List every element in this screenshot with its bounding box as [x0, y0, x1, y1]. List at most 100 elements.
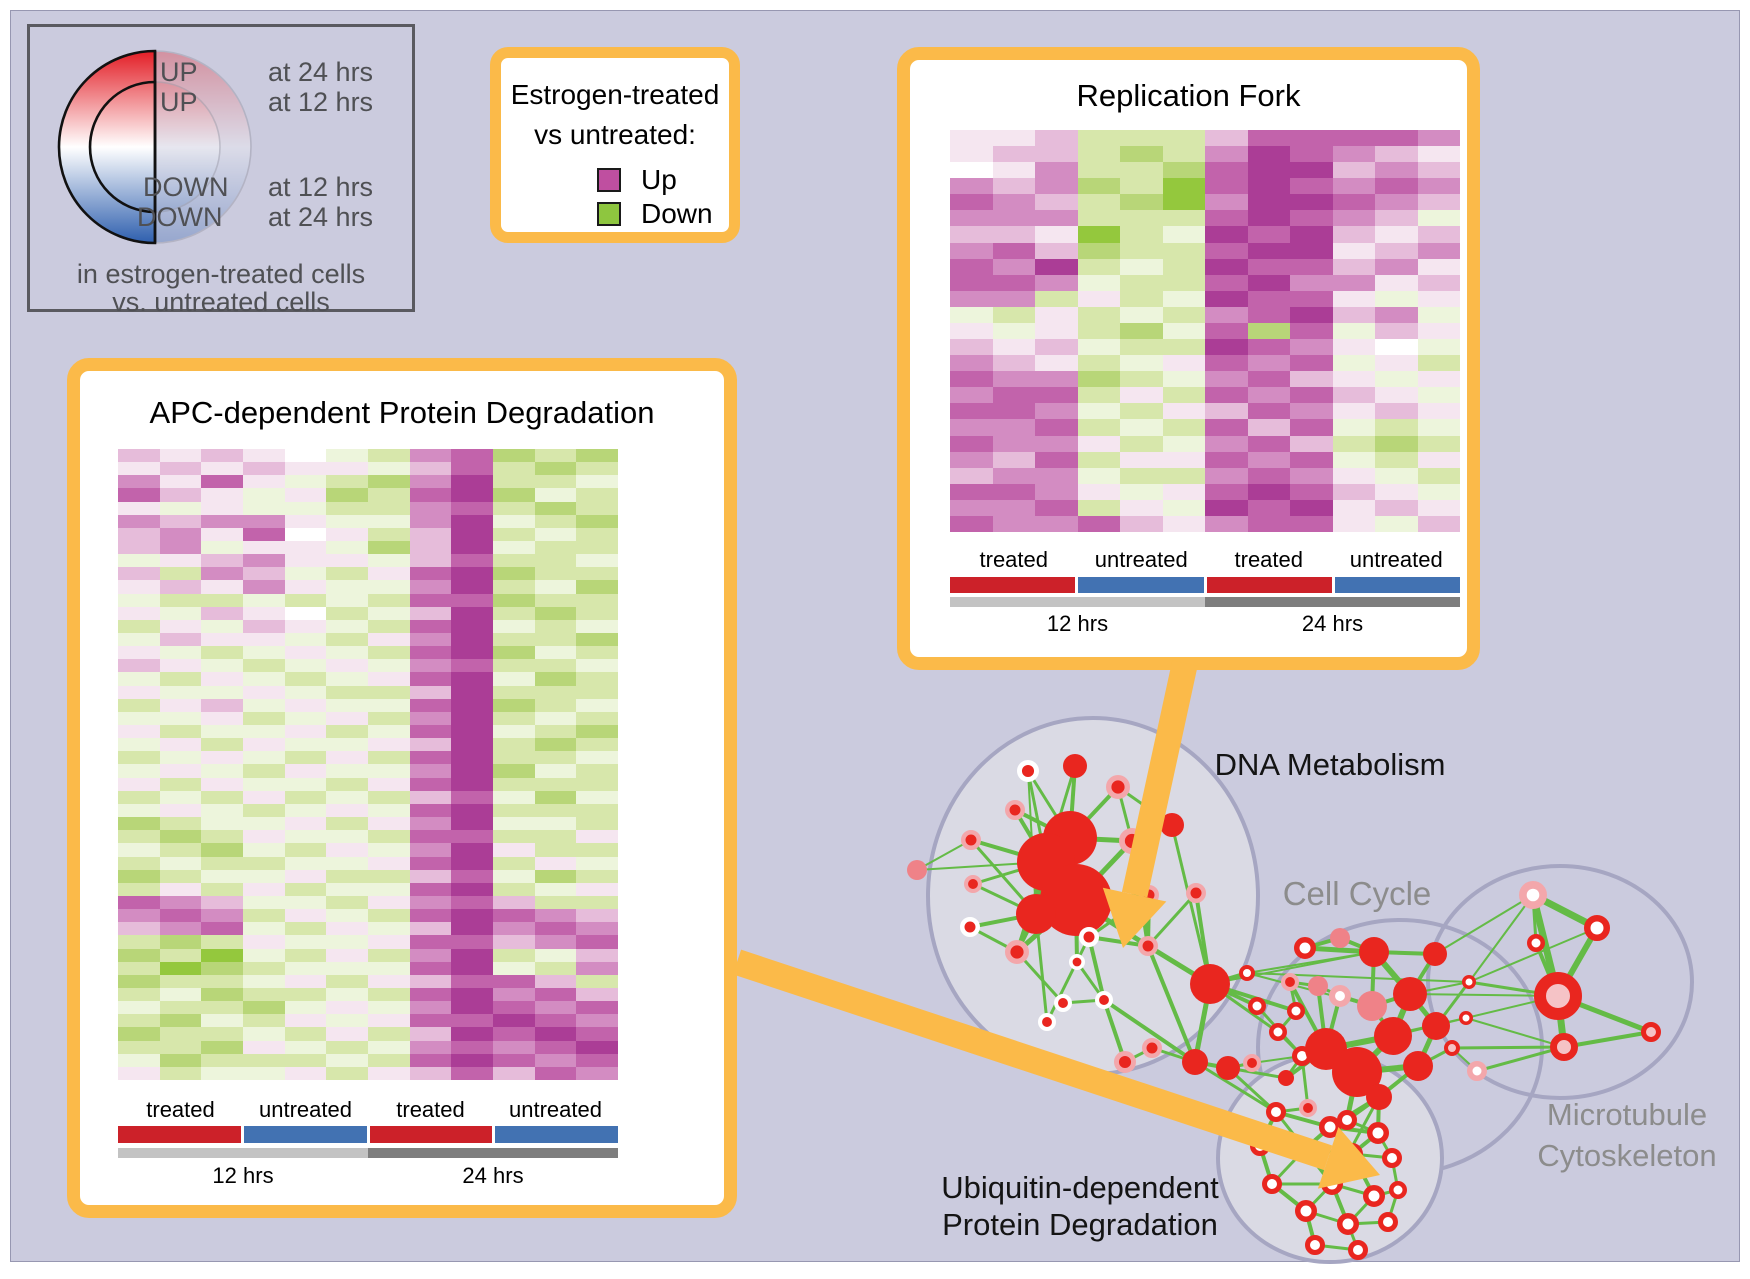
heatmap-cell: [950, 419, 993, 436]
heatmap-cell: [534, 1053, 577, 1067]
heatmap-cell: [1417, 306, 1460, 323]
ubiquitin-degradation-label: Ubiquitin-dependent Protein Degradation: [941, 1169, 1219, 1243]
heatmap-cell: [950, 194, 993, 211]
heatmap-cell: [326, 685, 368, 699]
heatmap-cell: [243, 830, 285, 844]
microtubule-line-1: Microtubule: [1546, 1097, 1708, 1132]
heatmap-cell: [451, 475, 493, 489]
heatmap-cell: [534, 646, 577, 660]
heatmap-cell: [534, 935, 577, 949]
heatmap-cell: [326, 580, 368, 594]
heatmap-cell: [368, 711, 410, 726]
heatmap-cell: [326, 725, 368, 739]
heatmap-cell: [1077, 290, 1120, 307]
heatmap-cell: [201, 909, 243, 923]
heatmap-cell: [1332, 403, 1375, 420]
up-color-swatch: [597, 168, 621, 192]
heatmap-cell: [284, 633, 327, 647]
ring-down-inner-label: DOWN: [143, 172, 229, 202]
heatmap-cell: [1332, 355, 1375, 372]
heatmap-cell: [201, 593, 243, 607]
heatmap-cell: [118, 554, 160, 568]
time-label: 24 hrs: [1301, 611, 1364, 636]
heatmap-cell: [576, 948, 618, 962]
heatmap-cell: [534, 475, 577, 489]
heatmap-cell: [1077, 355, 1120, 372]
ubiquitin-line-2: Protein Degradation: [942, 1207, 1218, 1242]
heatmap-cell: [243, 935, 285, 949]
condition-bar: [369, 1126, 493, 1143]
heatmap-cell: [284, 803, 327, 818]
group-label: untreated: [1349, 547, 1443, 572]
heatmap-cell: [534, 830, 577, 844]
heatmap-cell: [1247, 146, 1290, 163]
heatmap-cell: [1205, 258, 1248, 275]
heatmap-cell: [493, 567, 535, 581]
replication-fork-title: Replication Fork: [1076, 78, 1301, 113]
heatmap-cell: [576, 961, 618, 975]
heatmap-cell: [576, 527, 618, 542]
heatmap-cell: [534, 1014, 577, 1028]
heatmap-cell: [451, 514, 493, 528]
heatmap-cell: [159, 843, 202, 857]
heatmap-cell: [1417, 210, 1460, 227]
heatmap-cell: [576, 922, 618, 936]
heatmap-cell: [159, 935, 202, 949]
heatmap-cell: [159, 974, 202, 988]
heatmap-cell: [159, 817, 202, 831]
heatmap-cell: [243, 777, 285, 791]
heatmap-cell: [1247, 178, 1290, 195]
heatmap-cell: [1332, 387, 1375, 404]
time-bar: [368, 1148, 618, 1158]
heatmap-cell: [992, 226, 1035, 243]
heatmap-cell: [576, 1001, 618, 1015]
heatmap-cell: [326, 751, 368, 765]
heatmap-cell: [284, 777, 327, 791]
heatmap-cell: [159, 514, 202, 528]
heatmap-cell: [1247, 515, 1290, 532]
heatmap-cell: [534, 488, 577, 502]
heatmap-cell: [409, 869, 452, 883]
heatmap-cell: [368, 843, 410, 857]
heatmap-cell: [534, 514, 577, 528]
heatmap-cell: [950, 339, 993, 356]
heatmap-cell: [950, 403, 993, 420]
heatmap-cell: [1120, 419, 1163, 436]
heatmap-cell: [326, 646, 368, 660]
heatmap-cell: [368, 1066, 410, 1080]
heatmap-cell: [326, 974, 368, 988]
heatmap-cell: [243, 987, 285, 1002]
heatmap-cell: [576, 475, 618, 489]
heatmap-cell: [409, 527, 452, 542]
heatmap-cell: [1332, 339, 1375, 356]
heatmap-cell: [118, 1001, 160, 1015]
heatmap-cell: [159, 790, 202, 804]
heatmap-cell: [992, 130, 1035, 147]
heatmap-cell: [1417, 130, 1460, 147]
heatmap-cell: [1290, 515, 1333, 532]
heatmap-cell: [1247, 387, 1290, 404]
heatmap-cell: [201, 777, 243, 791]
heatmap-cell: [159, 895, 202, 910]
heatmap-cell: [576, 685, 618, 699]
heatmap-cell: [243, 554, 285, 568]
heatmap-cell: [1035, 483, 1078, 500]
heatmap-cell: [118, 488, 160, 502]
heatmap-cell: [493, 1027, 535, 1041]
heatmap-cell: [284, 922, 327, 936]
heatmap-cell: [1332, 322, 1375, 340]
heatmap-cell: [1035, 322, 1078, 340]
heatmap-cell: [451, 462, 493, 476]
heatmap-cell: [284, 462, 327, 476]
heatmap-cell: [159, 685, 202, 699]
heatmap-cell: [159, 1014, 202, 1028]
heatmap-cell: [326, 567, 368, 581]
heatmap-cell: [1205, 451, 1248, 468]
heatmap-cell: [534, 1001, 577, 1015]
heatmap-cell: [1247, 371, 1290, 388]
heatmap-cell: [409, 790, 452, 804]
heatmap-cell: [243, 646, 285, 660]
heatmap-cell: [1417, 499, 1460, 516]
heatmap-cell: [1162, 322, 1205, 340]
heatmap-cell: [284, 974, 327, 988]
